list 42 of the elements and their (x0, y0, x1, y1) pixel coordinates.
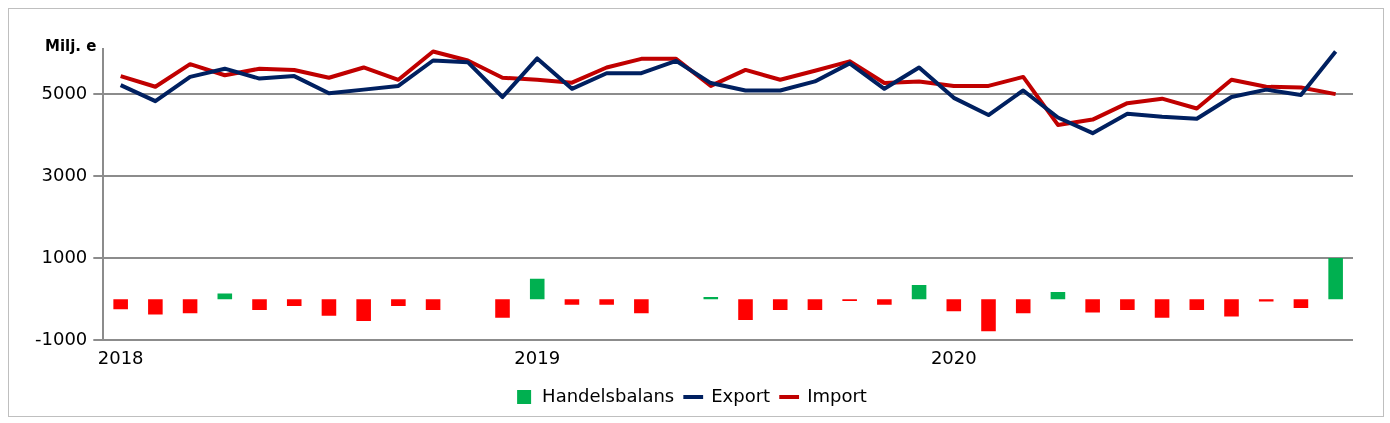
y-tick-label: -1000 (34, 328, 88, 350)
bar (1050, 291, 1066, 300)
x-tick-label: 2020 (930, 346, 977, 368)
y-tick-label: 3000 (41, 163, 88, 185)
bar (495, 299, 510, 318)
bar (425, 299, 441, 311)
bar (738, 299, 753, 320)
bar (1224, 299, 1239, 317)
y-tick-label: 5000 (41, 81, 88, 103)
bar (1328, 257, 1343, 300)
bar (286, 299, 302, 306)
bar (1120, 299, 1135, 311)
bar (1293, 299, 1309, 308)
bar (391, 299, 406, 306)
bar (113, 299, 128, 310)
bar (529, 278, 545, 300)
bar (1015, 299, 1031, 314)
bar (877, 299, 892, 305)
y-axis-title: Milj. e (45, 37, 97, 55)
bar (182, 299, 198, 314)
bar (1085, 299, 1100, 313)
bar (1258, 299, 1274, 302)
bar (252, 299, 267, 311)
legend-label: Handelsbalans (542, 384, 675, 406)
bar (946, 299, 962, 312)
legend-label: Import (807, 384, 867, 406)
bar (1154, 299, 1170, 318)
x-tick-label: 2018 (97, 346, 144, 368)
x-tick-label: 2019 (514, 346, 561, 368)
bar (981, 299, 996, 332)
bar (634, 299, 649, 314)
bar (807, 299, 823, 311)
bar (911, 284, 927, 300)
bar (321, 299, 337, 316)
bar (599, 299, 614, 305)
legend-label: Export (711, 384, 771, 406)
bar (564, 299, 580, 305)
y-tick-label: 1000 (41, 245, 88, 267)
bar (772, 299, 788, 311)
bar (356, 299, 371, 322)
bar (1189, 299, 1205, 311)
bar (148, 299, 163, 315)
